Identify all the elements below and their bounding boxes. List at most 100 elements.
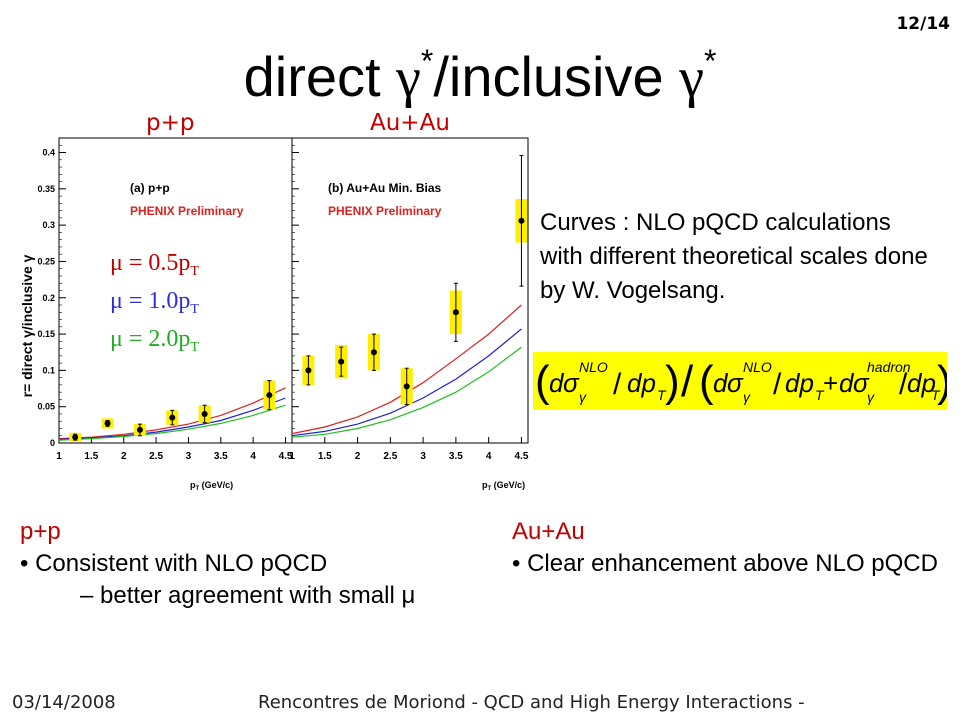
footer-conference: Rencontres de Moriond - QCD and High Ene… bbox=[258, 692, 805, 713]
data-point bbox=[370, 349, 377, 356]
formula-plus: + bbox=[823, 368, 838, 398]
chart-layer: 1 1.5 2 2.5 3 3.5 4 4.5 0 0.05 0.1 0.15 0.2 0.25 0.3 0.… bbox=[37, 137, 529, 462]
panel-label-auau: Au+Au bbox=[370, 110, 450, 136]
x-tick-label: 1.5 bbox=[318, 451, 332, 462]
right-panel-title: (b) Au+Au Min. Bias bbox=[328, 181, 442, 195]
formula-hadron: hadron bbox=[867, 359, 911, 375]
formula-gamma: γ bbox=[743, 389, 751, 405]
formula-gamma: γ bbox=[579, 389, 587, 405]
scale-label-0.5: μ = 0.5pT bbox=[110, 250, 199, 279]
y-tick-label: 0.05 bbox=[37, 402, 55, 412]
formula-dp: dp bbox=[907, 368, 936, 398]
summary-auau: Au+Au • Clear enhancement above NLO pQCD bbox=[512, 516, 950, 580]
left-x-axis-label: pT (GeV/c) bbox=[190, 480, 233, 492]
scale-label-1.0: μ = 1.0pT bbox=[110, 288, 199, 317]
x-tick-label: 3.5 bbox=[449, 451, 463, 462]
slide-title: direct γ*/inclusive γ* bbox=[0, 26, 960, 113]
nlo-curve bbox=[58, 387, 286, 440]
title-prefix: direct bbox=[243, 45, 397, 108]
panel-auau: 1 1.5 2 2.5 3 3.5 4 4.5 bbox=[289, 137, 529, 462]
summary-auau-bullet: • Clear enhancement above NLO pQCD bbox=[512, 550, 938, 577]
page-number: 12/14 bbox=[896, 14, 950, 34]
y-tick-label: 0.3 bbox=[42, 220, 55, 230]
summary-pp: p+p • Consistent with NLO pQCD – better … bbox=[20, 516, 490, 612]
nlo-curve bbox=[58, 404, 286, 441]
title-middle: /inclusive bbox=[433, 45, 680, 108]
x-tick-label: 2.5 bbox=[383, 451, 397, 462]
x-tick-label: 4 bbox=[250, 451, 256, 462]
formula-sigma: σ bbox=[563, 368, 580, 398]
x-tick-label: 4.5 bbox=[514, 451, 528, 462]
formula-paren: ) bbox=[665, 357, 680, 406]
data-point bbox=[305, 367, 312, 374]
formula-sigma: σ bbox=[727, 368, 744, 398]
x-tick-label: 4 bbox=[486, 451, 492, 462]
y-tick-label: 0.4 bbox=[42, 148, 55, 158]
y-axis-label: r= direct γ/inclusive γ bbox=[19, 254, 35, 397]
data-point bbox=[518, 217, 525, 224]
gamma-symbol: γ bbox=[396, 47, 421, 109]
x-tick-label: 1.5 bbox=[84, 451, 98, 462]
formula-T: T bbox=[815, 387, 825, 403]
nlo-curve bbox=[58, 397, 286, 440]
star-superscript: * bbox=[420, 43, 434, 79]
formula-T: T bbox=[931, 387, 941, 403]
right-x-axis-label: pT (GeV/c) bbox=[482, 480, 525, 492]
data-point bbox=[201, 410, 208, 417]
x-tick-label: 2.5 bbox=[149, 451, 163, 462]
right-preliminary-label: PHENIX Preliminary bbox=[328, 204, 442, 218]
y-tick-label: 0.15 bbox=[37, 329, 55, 339]
x-tick-label: 2 bbox=[355, 451, 361, 462]
formula-slash: / bbox=[613, 368, 622, 401]
y-tick-label: 0.1 bbox=[42, 365, 55, 375]
y-tick-label: 0 bbox=[50, 438, 55, 448]
formula-slash-big: / bbox=[681, 357, 694, 406]
x-tick-label: 4.5 bbox=[279, 451, 293, 462]
x-tick-label: 2 bbox=[121, 451, 127, 462]
summary-auau-heading: Au+Au bbox=[512, 518, 585, 545]
left-panel-title: (a) p+p bbox=[130, 181, 170, 195]
y-tick-label: 0.25 bbox=[37, 256, 55, 266]
x-tick-label: 3 bbox=[186, 451, 192, 462]
nlo-curve bbox=[291, 328, 522, 437]
panel-pp: 1 1.5 2 2.5 3 3.5 4 4.5 0 0.05 0.1 0.15 0.2 0.25 0.3 0.… bbox=[37, 137, 293, 462]
formula-d: d bbox=[549, 368, 565, 398]
formula-paren: ( bbox=[699, 357, 714, 406]
formula-nlo: NLO bbox=[743, 359, 772, 375]
data-point bbox=[72, 434, 79, 441]
formula-dp: dp bbox=[627, 368, 656, 398]
formula-d: d bbox=[839, 368, 855, 398]
formula-d: d bbox=[713, 368, 729, 398]
data-point bbox=[452, 309, 459, 316]
formula-paren: ( bbox=[535, 357, 550, 406]
curves-note: Curves : NLO pQCD calculations with diff… bbox=[540, 209, 928, 304]
footer-date: 03/14/2008 bbox=[12, 692, 116, 713]
x-tick-label: 3 bbox=[420, 451, 426, 462]
formula-slash: / bbox=[773, 368, 782, 401]
x-tick-label: 3.5 bbox=[214, 451, 228, 462]
formula-T: T bbox=[657, 387, 667, 403]
data-point bbox=[169, 414, 176, 421]
ratio-formula: ( d σ NLO γ / dp T ) / ( d σ NLO γ / dp … bbox=[533, 352, 952, 410]
formula-sigma: σ bbox=[853, 368, 870, 398]
left-preliminary-label: PHENIX Preliminary bbox=[130, 204, 244, 218]
summary-pp-bullet: • Consistent with NLO pQCD bbox=[20, 550, 328, 577]
y-tick-label: 0.2 bbox=[42, 293, 55, 303]
summary-pp-subbullet: – better agreement with small μ bbox=[80, 582, 416, 609]
nlo-curve bbox=[291, 346, 522, 438]
ratio-chart: 1 1.5 2 2.5 3 3.5 4 4.5 0 0.05 0.1 0.15 0.2 0.25 0.3 0.… bbox=[19, 137, 529, 492]
formula-paren: ) bbox=[937, 357, 947, 406]
data-point bbox=[266, 392, 273, 399]
y-tick-label: 0.35 bbox=[37, 184, 55, 194]
data-point bbox=[104, 420, 111, 427]
formula-graphic: ( d σ NLO γ / dp T ) / ( d σ NLO γ / dp … bbox=[535, 357, 952, 406]
x-tick-label: 1 bbox=[56, 451, 62, 462]
star-superscript: * bbox=[703, 43, 717, 79]
data-point bbox=[403, 383, 410, 390]
summary-pp-heading: p+p bbox=[20, 518, 61, 545]
data-point bbox=[136, 426, 143, 433]
formula-gamma: γ bbox=[867, 389, 875, 405]
formula-nlo: NLO bbox=[579, 359, 608, 375]
formula-slash: / bbox=[899, 368, 908, 401]
panel-label-pp: p+p bbox=[146, 110, 195, 136]
